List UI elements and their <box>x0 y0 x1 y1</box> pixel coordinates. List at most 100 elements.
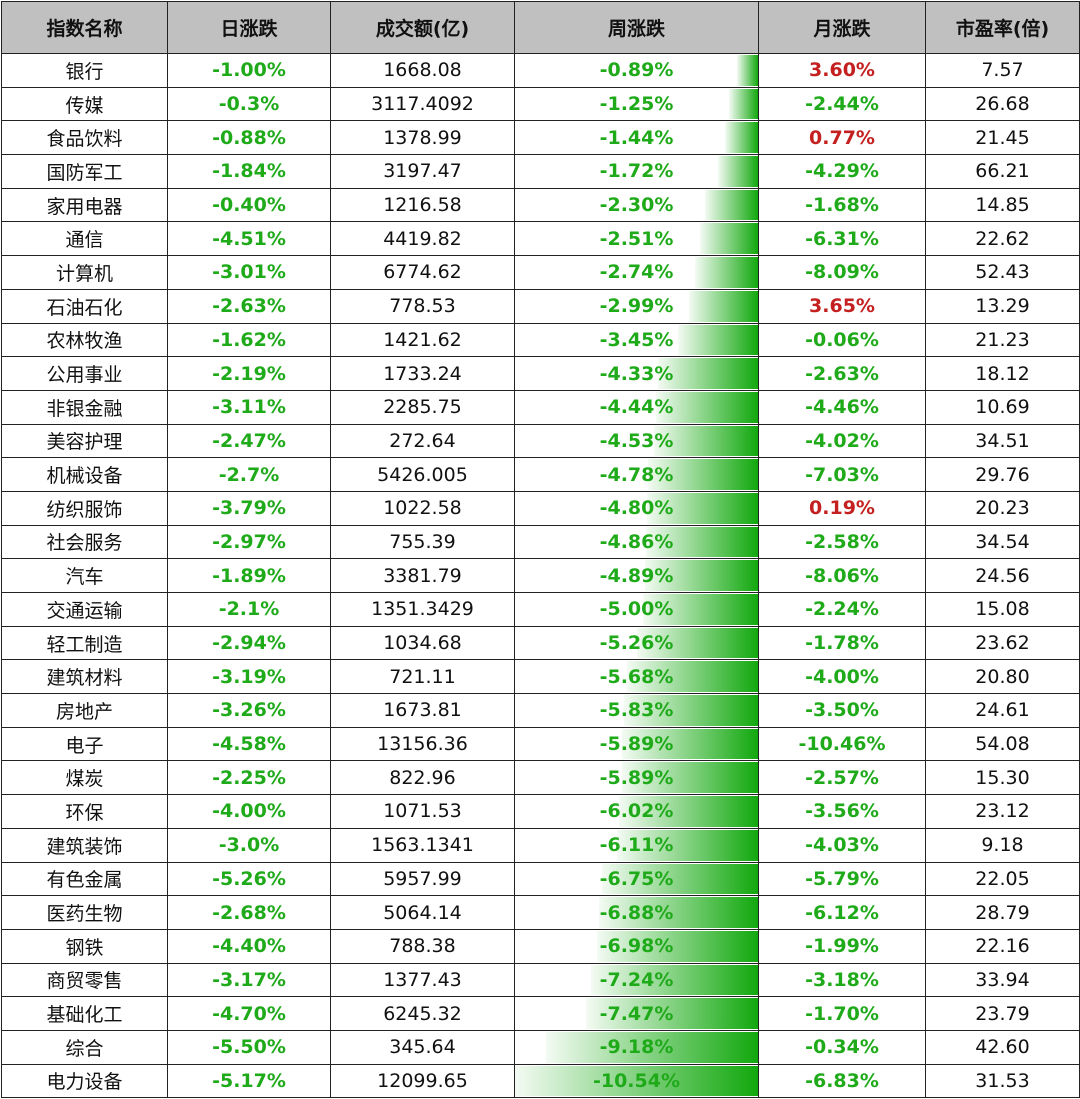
table-row[interactable]: 公用事业 -2.19% 1733.24 -4.33% -2.63% 18.12 <box>1 356 1080 391</box>
weekly-change-value: -6.88% <box>599 901 674 924</box>
cell-pe-ratio: 66.21 <box>925 154 1080 189</box>
cell-index-name: 美容护理 <box>1 423 168 459</box>
table-row[interactable]: 交通运输 -2.1% 1351.3429 -5.00% -2.24% 15.08 <box>1 592 1080 627</box>
cell-pe-ratio: 23.12 <box>925 794 1080 829</box>
weekly-change-bar <box>597 930 758 962</box>
cell-daily-change: -0.40% <box>167 187 331 223</box>
cell-index-name: 食品饮料 <box>1 120 168 156</box>
cell-monthly-change: -1.68% <box>758 187 926 223</box>
cell-monthly-change: -8.06% <box>758 558 926 593</box>
table-row[interactable]: 房地产 -3.26% 1673.81 -5.83% -3.50% 24.61 <box>1 693 1080 728</box>
table-row[interactable]: 煤炭 -2.25% 822.96 -5.89% -2.57% 15.30 <box>1 760 1080 796</box>
cell-index-name: 建筑装饰 <box>1 827 168 863</box>
cell-index-name: 社会服务 <box>1 524 168 560</box>
cell-monthly-change: -2.44% <box>758 86 926 122</box>
weekly-change-bar <box>729 88 758 120</box>
table-row[interactable]: 农林牧渔 -1.62% 1421.62 -3.45% -0.06% 21.23 <box>1 322 1080 358</box>
header-monthly-change[interactable]: 月涨跌 <box>758 1 926 54</box>
weekly-change-bar <box>627 661 758 693</box>
cell-daily-change: -4.58% <box>167 726 331 762</box>
table-row[interactable]: 建筑材料 -3.19% 721.11 -5.68% -4.00% 20.80 <box>1 659 1080 695</box>
cell-volume: 3117.4092 <box>330 86 515 122</box>
cell-weekly-change: -6.75% <box>514 861 759 897</box>
cell-pe-ratio: 23.79 <box>925 996 1080 1031</box>
weekly-change-value: -2.51% <box>599 227 674 250</box>
cell-index-name: 电力设备 <box>1 1063 168 1099</box>
cell-weekly-change: -6.11% <box>514 827 759 863</box>
table-row[interactable]: 建筑装饰 -3.0% 1563.1341 -6.11% -4.03% 9.18 <box>1 827 1080 863</box>
table-row[interactable]: 医药生物 -2.68% 5064.14 -6.88% -6.12% 28.79 <box>1 895 1080 930</box>
cell-pe-ratio: 52.43 <box>925 255 1080 290</box>
cell-daily-change: -3.0% <box>167 827 331 863</box>
cell-monthly-change: 0.19% <box>758 490 926 526</box>
table-row[interactable]: 非银金融 -3.11% 2285.75 -4.44% -4.46% 10.69 <box>1 389 1080 425</box>
table-row[interactable]: 计算机 -3.01% 6774.62 -2.74% -8.09% 52.43 <box>1 255 1080 290</box>
cell-weekly-change: -2.51% <box>514 221 759 257</box>
table-row[interactable]: 电力设备 -5.17% 12099.65 -10.54% -6.83% 31.53 <box>1 1063 1080 1099</box>
table-row[interactable]: 国防军工 -1.84% 3197.47 -1.72% -4.29% 66.21 <box>1 154 1080 189</box>
table-row[interactable]: 美容护理 -2.47% 272.64 -4.53% -4.02% 34.51 <box>1 423 1080 459</box>
cell-volume: 1733.24 <box>330 356 515 391</box>
table-row[interactable]: 钢铁 -4.40% 788.38 -6.98% -1.99% 22.16 <box>1 928 1080 964</box>
cell-weekly-change: -0.89% <box>514 53 759 88</box>
table-row[interactable]: 石油石化 -2.63% 778.53 -2.99% 3.65% 13.29 <box>1 288 1080 324</box>
cell-index-name: 房地产 <box>1 693 168 728</box>
table-row[interactable]: 汽车 -1.89% 3381.79 -4.89% -8.06% 24.56 <box>1 558 1080 593</box>
cell-daily-change: -1.00% <box>167 53 331 88</box>
cell-volume: 755.39 <box>330 524 515 560</box>
cell-volume: 1022.58 <box>330 490 515 526</box>
cell-pe-ratio: 15.08 <box>925 592 1080 627</box>
cell-pe-ratio: 54.08 <box>925 726 1080 762</box>
table-row[interactable]: 综合 -5.50% 345.64 -9.18% -0.34% 42.60 <box>1 1029 1080 1065</box>
cell-index-name: 银行 <box>1 53 168 88</box>
cell-index-name: 纺织服饰 <box>1 490 168 526</box>
cell-monthly-change: -4.03% <box>758 827 926 863</box>
cell-monthly-change: -2.24% <box>758 592 926 627</box>
header-daily-change[interactable]: 日涨跌 <box>167 1 331 54</box>
table-row[interactable]: 银行 -1.00% 1668.08 -0.89% 3.60% 7.57 <box>1 53 1080 88</box>
table-row[interactable]: 基础化工 -4.70% 6245.32 -7.47% -1.70% 23.79 <box>1 996 1080 1031</box>
table-row[interactable]: 传媒 -0.3% 3117.4092 -1.25% -2.44% 26.68 <box>1 86 1080 122</box>
weekly-change-bar <box>585 998 758 1029</box>
cell-monthly-change: -1.78% <box>758 625 926 661</box>
cell-monthly-change: -8.09% <box>758 255 926 290</box>
cell-volume: 3197.47 <box>330 154 515 189</box>
cell-index-name: 有色金属 <box>1 861 168 897</box>
table-row[interactable]: 食品饮料 -0.88% 1378.99 -1.44% 0.77% 21.45 <box>1 120 1080 156</box>
cell-monthly-change: -6.31% <box>758 221 926 257</box>
cell-index-name: 国防军工 <box>1 154 168 189</box>
cell-volume: 5957.99 <box>330 861 515 897</box>
weekly-change-bar <box>718 156 758 187</box>
header-pe-ratio[interactable]: 市盈率(倍) <box>925 1 1080 54</box>
weekly-change-bar <box>694 257 758 288</box>
cell-daily-change: -4.40% <box>167 928 331 964</box>
cell-daily-change: -2.94% <box>167 625 331 661</box>
header-weekly-change[interactable]: 周涨跌 <box>514 1 759 54</box>
table-row[interactable]: 环保 -4.00% 1071.53 -6.02% -3.56% 23.12 <box>1 794 1080 829</box>
cell-monthly-change: -1.70% <box>758 996 926 1031</box>
header-index-name[interactable]: 指数名称 <box>1 1 168 54</box>
cell-weekly-change: -4.53% <box>514 423 759 459</box>
table-row[interactable]: 轻工制造 -2.94% 1034.68 -5.26% -1.78% 23.62 <box>1 625 1080 661</box>
cell-monthly-change: -5.79% <box>758 861 926 897</box>
table-row[interactable]: 家用电器 -0.40% 1216.58 -2.30% -1.68% 14.85 <box>1 187 1080 223</box>
table-row[interactable]: 机械设备 -2.7% 5426.005 -4.78% -7.03% 29.76 <box>1 457 1080 492</box>
cell-volume: 788.38 <box>330 928 515 964</box>
weekly-change-value: -2.74% <box>599 261 674 284</box>
cell-daily-change: -2.68% <box>167 895 331 930</box>
table-row[interactable]: 社会服务 -2.97% 755.39 -4.86% -2.58% 34.54 <box>1 524 1080 560</box>
table-row[interactable]: 电子 -4.58% 13156.36 -5.89% -10.46% 54.08 <box>1 726 1080 762</box>
header-volume[interactable]: 成交额(亿) <box>330 1 515 54</box>
table-row[interactable]: 通信 -4.51% 4419.82 -2.51% -6.31% 22.62 <box>1 221 1080 257</box>
weekly-change-value: -5.83% <box>599 699 674 722</box>
cell-daily-change: -4.51% <box>167 221 331 257</box>
cell-weekly-change: -4.44% <box>514 389 759 425</box>
weekly-change-bar <box>642 594 758 625</box>
cell-volume: 778.53 <box>330 288 515 324</box>
cell-weekly-change: -2.74% <box>514 255 759 290</box>
cell-volume: 1378.99 <box>330 120 515 156</box>
cell-weekly-change: -6.02% <box>514 794 759 829</box>
table-row[interactable]: 纺织服饰 -3.79% 1022.58 -4.80% 0.19% 20.23 <box>1 490 1080 526</box>
table-row[interactable]: 有色金属 -5.26% 5957.99 -6.75% -5.79% 22.05 <box>1 861 1080 897</box>
table-row[interactable]: 商贸零售 -3.17% 1377.43 -7.24% -3.18% 33.94 <box>1 962 1080 998</box>
